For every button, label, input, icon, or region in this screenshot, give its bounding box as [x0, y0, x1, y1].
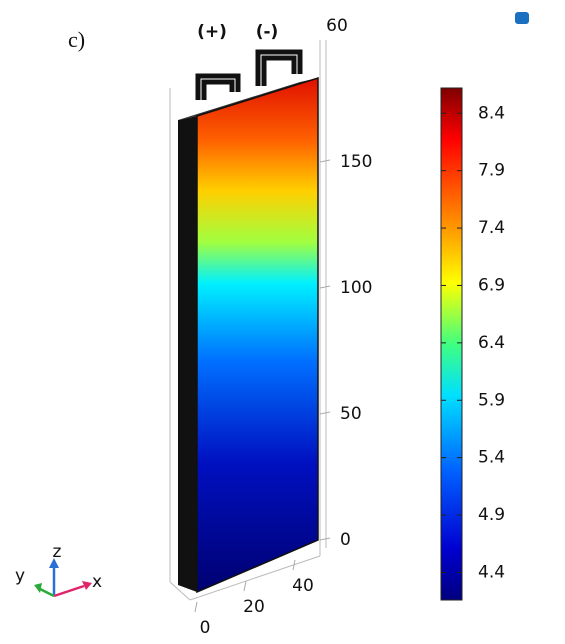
- terminal-label: (+): [197, 22, 227, 42]
- colorbar-tick-label: 4.4: [478, 562, 505, 582]
- axis-frame: [169, 40, 327, 601]
- colorbar-tick-label: 6.9: [478, 275, 505, 295]
- panel-label: c): [68, 27, 85, 52]
- z-tick: [319, 411, 331, 415]
- colorbar-tick-label: 4.9: [478, 505, 505, 525]
- z-tick: [319, 159, 331, 163]
- triad-label: x: [92, 572, 102, 592]
- terminals: [195, 49, 303, 100]
- colorbar-tick-label: 5.4: [478, 448, 505, 468]
- axis-triad: [34, 558, 92, 598]
- battery-front: [196, 76, 319, 594]
- x-tick: [292, 559, 296, 571]
- colorbar-tick-label: 6.4: [478, 333, 505, 353]
- z-tick-label: 0: [340, 530, 351, 550]
- z-tick: [319, 285, 331, 289]
- axis-label: 60: [326, 16, 348, 36]
- x-tick-label: 0: [200, 618, 211, 638]
- x-tick: [194, 601, 198, 613]
- colorbar-tick-label: 7.9: [478, 161, 505, 181]
- triad-label: z: [53, 542, 62, 562]
- triad-label: y: [15, 566, 25, 586]
- x-tick: [243, 580, 247, 592]
- battery-side: [178, 116, 197, 592]
- colorbar-tick-label: 5.9: [478, 390, 505, 410]
- colorbar: [440, 87, 463, 601]
- z-tick: [319, 537, 331, 541]
- z-tick-label: 50: [340, 404, 362, 424]
- colorbar-tick-label: 8.4: [478, 103, 505, 123]
- app-icon: [515, 12, 529, 24]
- z-tick-label: 150: [340, 152, 372, 172]
- terminal-label: (-): [256, 22, 279, 42]
- colorbar-tick-label: 7.4: [478, 218, 505, 238]
- x-tick-label: 40: [292, 576, 314, 596]
- z-tick-label: 100: [340, 278, 372, 298]
- x-tick-label: 20: [243, 597, 265, 617]
